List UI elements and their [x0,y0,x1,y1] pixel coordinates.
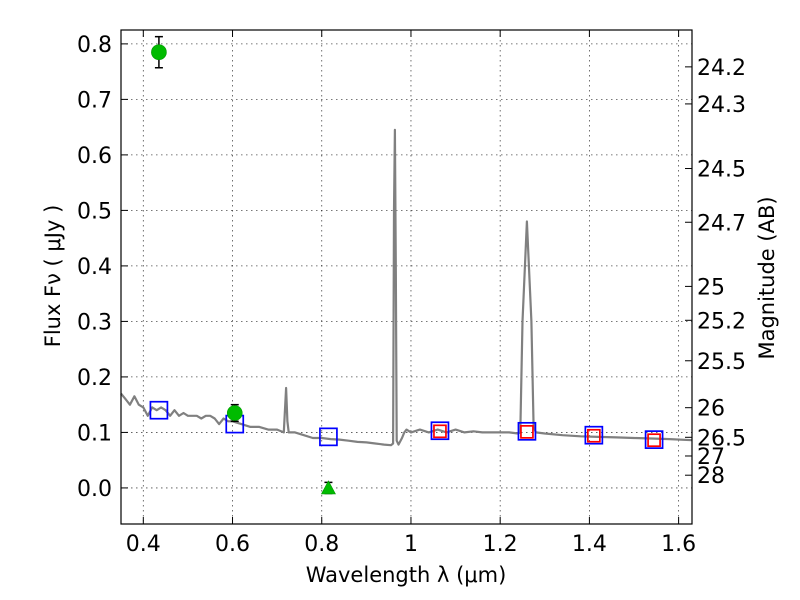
blue-square-marker [644,430,664,449]
blue-square-marker [584,425,604,445]
tick-layer: 0.4 0.6 0.8 1 1.2 1.4 1.6 0.0 0.1 0.2 0.3 0.4 0.5 0.6… [77,30,746,557]
marker-layer [149,35,664,495]
red-square-marker [647,433,661,448]
right-tick-label: 24.5 [697,158,746,183]
x-tick-label: 0.4 [126,532,161,557]
x-tick-label: 0.6 [215,532,250,557]
y-tick-label: 0.0 [77,477,112,502]
grid-layer [121,30,692,524]
right-tick-label: 24.2 [697,56,746,81]
y-tick-label: 0.4 [77,255,112,280]
blue-square-marker [517,421,537,441]
x-tick-label: 1 [404,532,418,557]
y-tick-label: 0.5 [77,199,112,224]
blue-square-marker [430,421,450,441]
right-tick-label: 26.5 [697,426,746,451]
x-tick-label: 1.4 [572,532,607,557]
red-square-marker [520,425,534,439]
right-tick-label: 26 [697,397,725,422]
y-tick-label: 0.8 [77,33,112,58]
y-tick-label: 0.7 [77,88,112,113]
spectrum-layer [120,128,693,447]
right-tick-label: 24.3 [697,93,746,118]
y-axis-label: Flux Fν ( μJy ) [41,205,65,348]
y-tick-label: 0.3 [77,310,112,335]
right-axis-label: Magnitude (AB) [755,196,779,359]
green-triangle-marker [320,480,336,495]
y-tick-label: 0.1 [77,421,112,446]
green-circle-marker [151,44,167,61]
right-tick-label: 25.2 [697,309,746,334]
x-tick-label: 1.2 [483,532,518,557]
x-tick-label: 1.6 [661,532,696,557]
right-tick-label: 28 [697,464,725,489]
x-axis-label: Wavelength λ (μm) [306,563,507,587]
green-circle-marker [226,405,243,421]
red-square-marker [433,424,447,439]
blue-square-marker [149,400,169,420]
right-tick-label: 24.7 [697,211,746,236]
plot-frame [120,29,693,525]
y-tick-label: 0.6 [77,144,112,169]
y-tick-label: 0.2 [77,366,112,391]
right-tick-label: 25 [697,275,725,300]
right-tick-label: 25.5 [697,350,746,375]
right-tick-label: 27 [697,445,725,470]
x-tick-label: 0.8 [304,532,339,557]
blue-square-marker [319,427,338,447]
red-square-marker [587,428,601,443]
spectrum-line [120,128,693,447]
